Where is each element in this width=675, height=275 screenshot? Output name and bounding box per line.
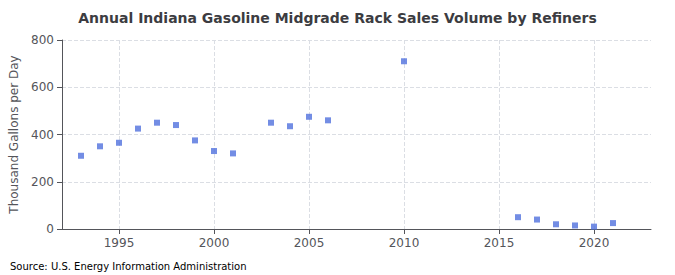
svg-text:800: 800: [31, 33, 54, 47]
svg-text:600: 600: [31, 80, 54, 94]
svg-text:200: 200: [31, 175, 54, 189]
svg-text:Source: U.S. Energy Informatio: Source: U.S. Energy Information Administ…: [10, 261, 247, 272]
svg-text:2005: 2005: [294, 236, 325, 250]
svg-text:400: 400: [31, 128, 54, 142]
svg-text:2020: 2020: [579, 236, 610, 250]
svg-text:1995: 1995: [104, 236, 135, 250]
svg-text:Annual Indiana Gasoline Midgra: Annual Indiana Gasoline Midgrade Rack Sa…: [78, 10, 596, 26]
svg-text:0: 0: [46, 222, 54, 236]
svg-text:2010: 2010: [389, 236, 420, 250]
svg-text:2000: 2000: [199, 236, 230, 250]
svg-text:Thousand Gallons per Day: Thousand Gallons per Day: [7, 55, 21, 214]
svg-text:2015: 2015: [484, 236, 515, 250]
